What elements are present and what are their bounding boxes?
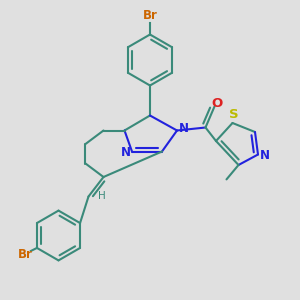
Text: Br: Br — [142, 9, 158, 22]
Text: N: N — [120, 146, 130, 160]
Text: N: N — [178, 122, 189, 135]
Text: O: O — [212, 97, 223, 110]
Text: H: H — [98, 191, 106, 201]
Text: N: N — [260, 148, 270, 162]
Text: Br: Br — [17, 248, 32, 261]
Text: S: S — [229, 108, 239, 121]
